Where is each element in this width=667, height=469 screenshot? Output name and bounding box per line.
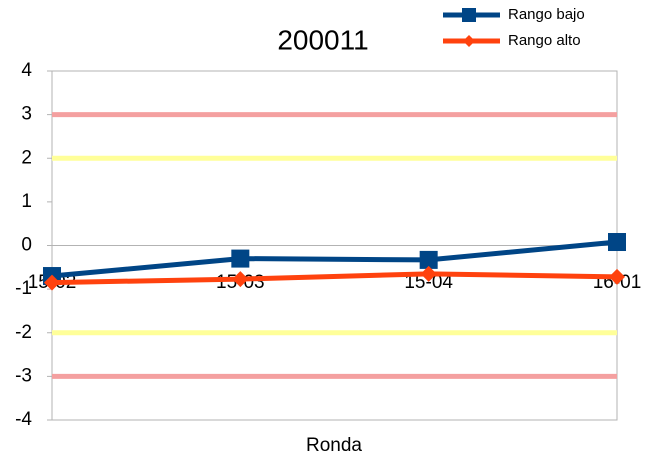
- y-tick-label: -4: [15, 409, 32, 430]
- marker: [608, 233, 626, 252]
- y-tick-label: 2: [21, 147, 32, 168]
- y-tick-label: -2: [15, 322, 32, 343]
- marker: [44, 274, 60, 291]
- legend-label: Rango bajo: [508, 6, 585, 23]
- legend-label: Rango alto: [508, 32, 581, 49]
- marker: [420, 265, 437, 282]
- y-tick-label: 0: [21, 235, 32, 256]
- y-tick-label: -1: [15, 278, 32, 299]
- y-tick-label: 1: [21, 191, 32, 212]
- legend-marker: [462, 8, 476, 22]
- marker: [609, 268, 625, 285]
- series-line: [51, 239, 618, 279]
- marker: [231, 249, 250, 268]
- y-tick-label: -3: [15, 365, 32, 386]
- marker: [232, 271, 249, 288]
- series-line: [51, 271, 618, 286]
- chart-title: 200011: [277, 24, 368, 55]
- marker: [419, 250, 438, 269]
- y-tick-label: 4: [21, 60, 32, 81]
- x-axis-label: Ronda: [306, 435, 362, 456]
- y-tick-label: 3: [21, 104, 32, 125]
- legend-marker: [463, 35, 475, 47]
- x-tick-label: 15-04: [404, 272, 453, 293]
